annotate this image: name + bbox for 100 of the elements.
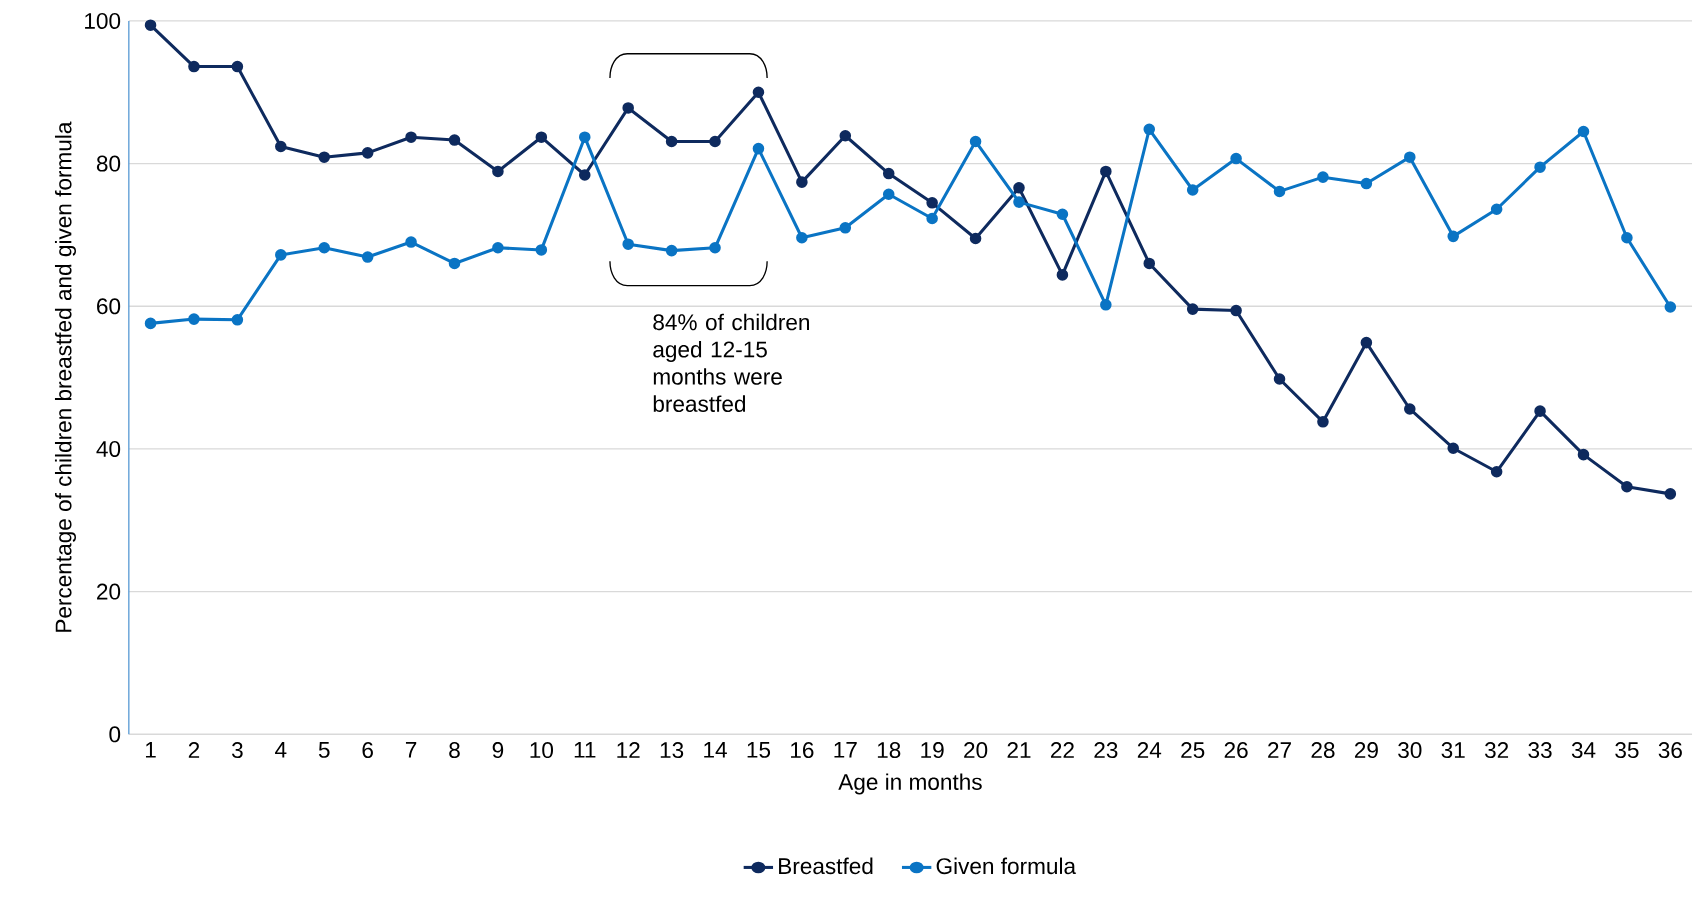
x-tick-label: 1 bbox=[145, 742, 156, 758]
x-tick-label: 9 bbox=[492, 742, 504, 759]
legend-label: Given formula bbox=[936, 857, 1077, 875]
point bbox=[188, 313, 200, 326]
point bbox=[448, 134, 461, 146]
point bbox=[1447, 230, 1459, 243]
x-tick-label: 35 bbox=[1615, 742, 1639, 759]
point bbox=[622, 102, 634, 114]
x-tick-label: 24 bbox=[1137, 742, 1162, 758]
point bbox=[405, 236, 417, 248]
x-tick-label: 4 bbox=[275, 742, 287, 758]
x-tick-label: 6 bbox=[362, 742, 373, 759]
point bbox=[1577, 449, 1590, 461]
x-tick-label: 2 bbox=[188, 742, 200, 758]
x-tick-label: 25 bbox=[1181, 742, 1205, 759]
y-tick-label: 80 bbox=[96, 155, 121, 172]
x-tick-label: 5 bbox=[318, 742, 330, 758]
point bbox=[1230, 304, 1242, 317]
point bbox=[188, 60, 200, 73]
point bbox=[882, 188, 895, 201]
x-axis-title: Age in months bbox=[838, 773, 982, 795]
point bbox=[1317, 416, 1329, 428]
point bbox=[492, 165, 504, 178]
point bbox=[578, 131, 591, 144]
point bbox=[578, 169, 591, 181]
x-tick-label: 10 bbox=[530, 742, 554, 759]
point bbox=[752, 86, 765, 99]
y-tick-label: 20 bbox=[97, 583, 121, 600]
point bbox=[448, 257, 461, 270]
point bbox=[1013, 182, 1025, 194]
point bbox=[839, 222, 852, 234]
point bbox=[1404, 403, 1416, 415]
point bbox=[1013, 196, 1025, 209]
x-tick-label: 31 bbox=[1441, 742, 1465, 759]
point bbox=[231, 60, 244, 73]
point bbox=[752, 142, 765, 155]
y-tick-label: 60 bbox=[97, 298, 121, 315]
point bbox=[1664, 488, 1677, 500]
point bbox=[1186, 303, 1199, 316]
x-tick-label: 26 bbox=[1224, 742, 1248, 759]
point bbox=[1664, 301, 1677, 313]
point bbox=[796, 232, 808, 244]
y-tick-label: 40 bbox=[96, 441, 121, 458]
x-tick-label: 29 bbox=[1354, 742, 1378, 759]
point bbox=[1100, 165, 1112, 178]
point bbox=[1143, 257, 1156, 270]
point bbox=[1230, 152, 1242, 165]
point bbox=[318, 242, 331, 254]
x-tick-label: 16 bbox=[791, 742, 814, 759]
point bbox=[1490, 466, 1503, 478]
point bbox=[1360, 177, 1373, 190]
point bbox=[144, 317, 157, 330]
x-tick-label: 3 bbox=[231, 742, 243, 759]
x-tick-label: 18 bbox=[877, 742, 901, 759]
point bbox=[1621, 232, 1633, 244]
point bbox=[622, 238, 634, 251]
point bbox=[1056, 208, 1069, 221]
x-tick-label: 15 bbox=[747, 742, 771, 758]
x-tick-label: 14 bbox=[704, 742, 727, 758]
point bbox=[882, 167, 895, 180]
point bbox=[1621, 481, 1633, 493]
point bbox=[535, 244, 548, 256]
point bbox=[709, 135, 721, 148]
point bbox=[1317, 171, 1329, 184]
point bbox=[405, 131, 417, 144]
x-tick-label: 20 bbox=[964, 742, 988, 759]
x-tick-label: 27 bbox=[1268, 742, 1291, 758]
point bbox=[1360, 337, 1373, 349]
annotation: 84% of children aged 12-15 months were breastfed bbox=[653, 313, 809, 413]
point bbox=[1490, 203, 1503, 216]
x-tick-label: 17 bbox=[834, 742, 857, 758]
point bbox=[1447, 442, 1459, 455]
point bbox=[361, 251, 374, 263]
x-tick-label: 21 bbox=[1007, 742, 1031, 758]
point bbox=[796, 176, 808, 189]
point bbox=[1534, 161, 1546, 174]
point bbox=[1273, 373, 1286, 385]
point bbox=[1100, 299, 1112, 311]
point bbox=[361, 147, 374, 159]
point bbox=[665, 245, 678, 257]
x-tick-label: 7 bbox=[405, 742, 417, 758]
x-tick-label: 32 bbox=[1484, 742, 1509, 759]
point bbox=[1273, 185, 1286, 198]
x-tick-label: 11 bbox=[574, 742, 596, 758]
y-tick-label: 0 bbox=[109, 726, 121, 743]
x-tick-label: 12 bbox=[617, 742, 640, 758]
point bbox=[926, 197, 938, 209]
point bbox=[926, 212, 938, 225]
point bbox=[665, 135, 678, 148]
y-tick-label: 100 bbox=[85, 13, 121, 30]
point bbox=[1577, 125, 1590, 138]
point bbox=[318, 151, 331, 164]
x-tick-label: 33 bbox=[1528, 742, 1552, 759]
point bbox=[144, 19, 157, 32]
point bbox=[709, 242, 721, 254]
x-tick-label: 8 bbox=[449, 742, 460, 759]
point bbox=[969, 135, 982, 148]
point bbox=[839, 130, 852, 142]
point bbox=[1534, 405, 1546, 418]
point bbox=[969, 232, 982, 245]
